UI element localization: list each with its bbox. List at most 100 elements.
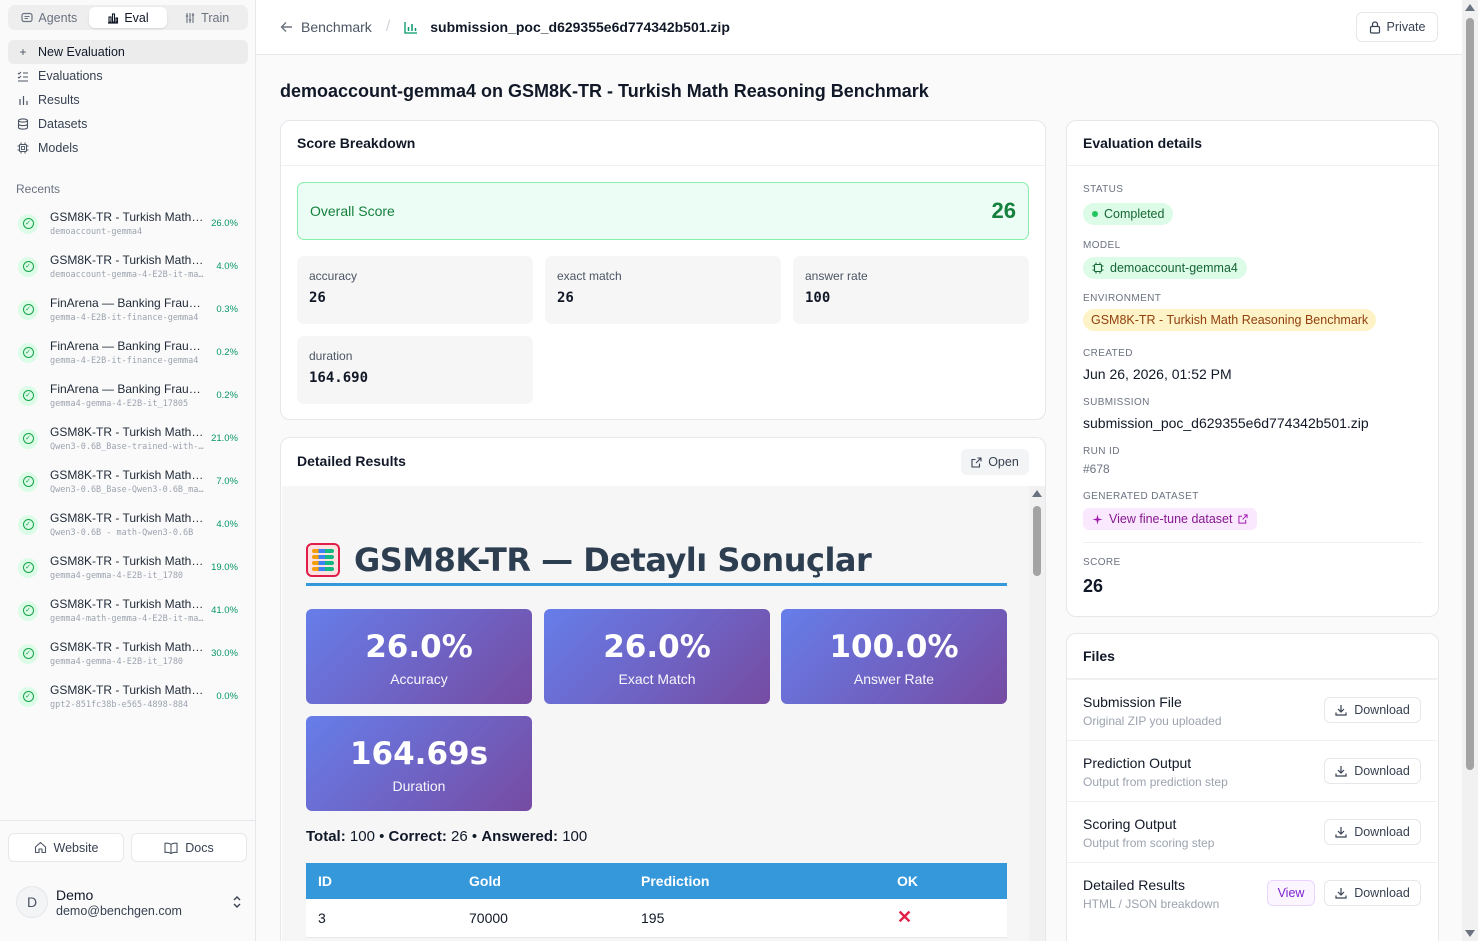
results-iframe[interactable]: GSM8K-TR — Detaylı Sonuçlar 26.0% Accura…: [282, 486, 1045, 941]
recent-subtitle: gemma4-gemma-4-E2B-it_17805: [50, 399, 189, 409]
check-circle-icon: ✓: [18, 213, 38, 234]
view-fine-tune-dataset-link[interactable]: View fine-tune dataset: [1083, 508, 1258, 530]
user-menu[interactable]: D Demo demo@benchgen.com: [16, 886, 242, 918]
recent-item[interactable]: ✓ FinArena — Banking Fraud Detection gemma…: [8, 374, 248, 417]
recent-score: 0.2%: [216, 347, 238, 358]
sidebar-item-datasets[interactable]: Datasets: [8, 112, 248, 136]
recent-score: 19.0%: [211, 562, 238, 573]
scrollbar-thumb[interactable]: [1033, 506, 1041, 576]
stat-value: 100.0%: [829, 629, 959, 665]
download-button[interactable]: Download: [1324, 880, 1421, 906]
recent-title: GSM8K-TR - Turkish Math Reasoning Benchm…: [50, 253, 206, 267]
recent-item[interactable]: ✓ GSM8K-TR - Turkish Math Reasoning Bench…: [8, 675, 248, 718]
tab-train-label: Train: [201, 10, 230, 25]
bar-chart-icon: [404, 21, 418, 34]
scroll-down-icon[interactable]: [1465, 930, 1475, 937]
download-label: Download: [1354, 764, 1410, 778]
website-button[interactable]: Website: [8, 833, 124, 862]
model-badge[interactable]: demoaccount-gemma4: [1083, 257, 1247, 279]
stat-label: Duration: [392, 778, 446, 794]
iframe-scrollbar[interactable]: [1029, 486, 1045, 941]
scroll-up-icon[interactable]: [1032, 490, 1042, 497]
tab-eval[interactable]: Eval: [88, 7, 168, 28]
status-label: Status: [1083, 184, 1124, 195]
scrollbar-thumb[interactable]: [1466, 18, 1474, 770]
file-row: Scoring Output Output from scoring step Do…: [1067, 801, 1437, 862]
window-scrollbar[interactable]: [1462, 0, 1478, 941]
docs-button[interactable]: Docs: [131, 833, 247, 862]
recent-item[interactable]: ✓ GSM8K-TR - Turkish Math Reasoning Bench…: [8, 589, 248, 632]
table-header-row: ID Gold Prediction OK: [306, 863, 1007, 899]
recent-subtitle: demoaccount-gemma-4-E2B-it-math: [50, 270, 206, 280]
download-icon: [1335, 887, 1347, 899]
recent-item[interactable]: ✓ GSM8K-TR - Turkish Math Reasoning Bench…: [8, 632, 248, 675]
metric-value: 26: [309, 290, 326, 306]
cell-id: 3: [306, 899, 457, 938]
view-button[interactable]: View: [1267, 880, 1315, 906]
stat-value: 26.0%: [603, 629, 711, 665]
detailed-results-title: Detailed Results: [297, 452, 406, 469]
download-label: Download: [1354, 703, 1410, 717]
recents-heading: Recents: [16, 182, 61, 196]
cell-gold: 70000: [457, 899, 629, 938]
submission-value: submission_poc_d629355e6d774342b501.zip: [1083, 415, 1369, 431]
recent-score: 0.0%: [216, 691, 238, 702]
cell-prediction: 195: [629, 899, 885, 938]
recent-item[interactable]: ✓ GSM8K-TR - Turkish Math Reasoning Bench…: [8, 245, 248, 288]
recent-item[interactable]: ✓ GSM8K-TR - Turkish Math Reasoning Bench…: [8, 546, 248, 589]
stat-card-answer-rate: 100.0% Answer Rate: [781, 609, 1007, 704]
environment-label: Environment: [1083, 293, 1162, 304]
recents-list: ✓ GSM8K-TR - Turkish Math Reasoning Bench…: [8, 202, 248, 718]
metric-label: answer rate: [805, 269, 868, 283]
breadcrumb-back-link[interactable]: Benchmark: [280, 19, 372, 35]
recent-subtitle: demoaccount-gemma4: [50, 227, 143, 237]
scroll-up-icon[interactable]: [1465, 4, 1475, 11]
database-icon: [16, 118, 30, 130]
detailed-results-card: Detailed Results Open GSM8K-TR — Detaylı…: [280, 437, 1046, 941]
recent-item[interactable]: ✓ FinArena — Banking Fraud Detection gemma…: [8, 288, 248, 331]
download-button[interactable]: Download: [1324, 758, 1421, 784]
recent-item[interactable]: ✓ GSM8K-TR - Turkish Math Reasoning Bench…: [8, 460, 248, 503]
sidebar-item-new-evaluation[interactable]: + New Evaluation: [8, 40, 248, 64]
files-card: Files Submission File Original ZIP you up…: [1066, 633, 1439, 941]
recent-score: 4.0%: [216, 519, 238, 530]
recent-item[interactable]: ✓ GSM8K-TR - Turkish Math Reasoning Bench…: [8, 503, 248, 546]
score-breakdown-card: Score Breakdown Overall Score 26 accurac…: [280, 120, 1046, 420]
recent-item[interactable]: ✓ FinArena — Banking Fraud Detection gemma…: [8, 331, 248, 374]
submission-label: Submission: [1083, 397, 1150, 408]
private-button[interactable]: Private: [1356, 12, 1438, 42]
run-id-value: #678: [1083, 462, 1110, 476]
open-label: Open: [988, 455, 1019, 469]
divider: [1083, 542, 1422, 543]
recent-title: GSM8K-TR - Turkish Math Reasoning Benchm…: [50, 210, 206, 224]
list-check-icon: [16, 71, 30, 82]
page-title: demoaccount-gemma4 on GSM8K-TR - Turkish…: [280, 81, 929, 101]
status-dot-icon: [1092, 211, 1098, 217]
recent-score: 0.2%: [216, 390, 238, 401]
tab-agents[interactable]: Agents: [10, 7, 89, 28]
avatar: D: [16, 886, 48, 918]
tab-train[interactable]: Train: [167, 7, 246, 28]
sidebar-item-models[interactable]: Models: [8, 136, 248, 160]
sidebar-item-evaluations[interactable]: Evaluations: [8, 64, 248, 88]
stat-card-accuracy: 26.0% Accuracy: [306, 609, 532, 704]
bar-chart-icon: [16, 95, 30, 106]
recent-title: GSM8K-TR - Turkish Math Reasoning Benchm…: [50, 468, 206, 482]
sidebar-item-results[interactable]: Results: [8, 88, 248, 112]
download-button[interactable]: Download: [1324, 819, 1421, 845]
recent-item[interactable]: ✓ GSM8K-TR - Turkish Math Reasoning Bench…: [8, 202, 248, 245]
metric-duration: duration 164.690: [297, 336, 533, 404]
metric-accuracy: accuracy 26: [297, 256, 533, 324]
open-button[interactable]: Open: [961, 449, 1029, 475]
chevron-up-down-icon[interactable]: [232, 895, 242, 909]
download-button[interactable]: Download: [1324, 697, 1421, 723]
check-circle-icon: ✓: [18, 471, 38, 492]
recent-title: GSM8K-TR - Turkish Math Reasoning Benchm…: [50, 554, 206, 568]
recent-item[interactable]: ✓ GSM8K-TR - Turkish Math Reasoning Bench…: [8, 417, 248, 460]
check-circle-icon: ✓: [18, 256, 38, 277]
environment-badge[interactable]: GSM8K-TR - Turkish Math Reasoning Benchm…: [1083, 309, 1377, 331]
view-fine-tune-dataset-label: View fine-tune dataset: [1109, 512, 1233, 526]
status-badge: Completed: [1083, 203, 1174, 225]
docs-label: Docs: [185, 840, 214, 855]
file-row: Prediction Output Output from prediction …: [1067, 740, 1437, 801]
